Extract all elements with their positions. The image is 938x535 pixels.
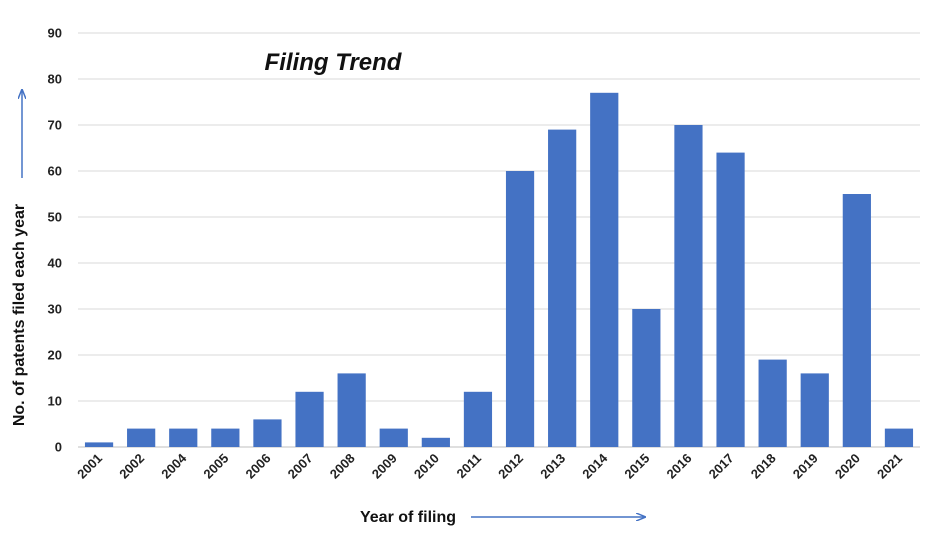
x-tick-label: 2008 — [327, 451, 358, 482]
bar — [211, 428, 240, 447]
bar — [632, 309, 661, 447]
x-tick-label: 2013 — [537, 451, 568, 482]
x-tick-label: 2021 — [874, 451, 905, 482]
bar — [884, 428, 914, 447]
bar — [253, 419, 282, 447]
y-tick-label: 80 — [48, 72, 62, 87]
x-tick-label: 2010 — [411, 451, 442, 482]
y-tick-label: 20 — [48, 348, 62, 363]
x-tick-label: 2019 — [790, 451, 821, 482]
x-axis-ticks: 2001 2002 2004 2005 2006 2007 2008 2009 2010 2011… — [74, 450, 905, 482]
bar — [674, 125, 703, 447]
gridlines — [78, 32, 920, 402]
bar — [590, 92, 619, 448]
y-tick-label: 30 — [48, 302, 62, 317]
x-tick-label: 2007 — [285, 451, 316, 482]
x-tick-label: 2017 — [706, 451, 737, 482]
x-tick-label: 2016 — [664, 451, 695, 482]
y-axis-ticks: 0 10 20 30 40 50 60 70 80 90 — [48, 26, 62, 455]
bar — [379, 428, 408, 447]
bar — [548, 129, 577, 447]
x-tick-label: 2015 — [621, 451, 652, 482]
x-tick-label: 2002 — [116, 451, 147, 482]
y-tick-label: 10 — [48, 394, 62, 409]
x-tick-label: 2014 — [579, 450, 611, 482]
bar — [169, 428, 198, 447]
y-tick-label: 70 — [48, 118, 62, 133]
y-tick-label: 50 — [48, 210, 62, 225]
x-axis-title: Year of filing — [360, 509, 456, 526]
bar — [463, 391, 493, 447]
x-tick-label: 2011 — [454, 451, 485, 482]
y-tick-label: 90 — [48, 26, 62, 41]
y-tick-label: 40 — [48, 256, 62, 271]
x-tick-label: 2005 — [200, 451, 231, 482]
x-tick-label: 2006 — [243, 451, 274, 482]
bar — [842, 194, 871, 447]
x-tick-label: 2001 — [74, 451, 105, 482]
y-tick-label: 60 — [48, 164, 62, 179]
bar — [337, 373, 366, 447]
bar — [84, 442, 114, 447]
bar — [421, 437, 450, 447]
y-axis-title: No. of patents filed each year — [11, 204, 28, 426]
bar — [127, 428, 156, 447]
x-tick-label: 2020 — [832, 451, 863, 482]
x-tick-label: 2018 — [748, 451, 779, 482]
bar — [800, 373, 829, 447]
bar — [295, 391, 324, 447]
bar — [716, 152, 745, 447]
bar — [505, 171, 535, 447]
y-tick-label: 0 — [55, 440, 62, 455]
chart-title: Filing Trend — [265, 49, 403, 76]
bars — [84, 92, 914, 448]
x-tick-label: 2004 — [158, 450, 190, 482]
x-tick-label: 2009 — [369, 451, 400, 482]
bar — [758, 359, 787, 447]
x-tick-label: 2012 — [495, 451, 526, 482]
